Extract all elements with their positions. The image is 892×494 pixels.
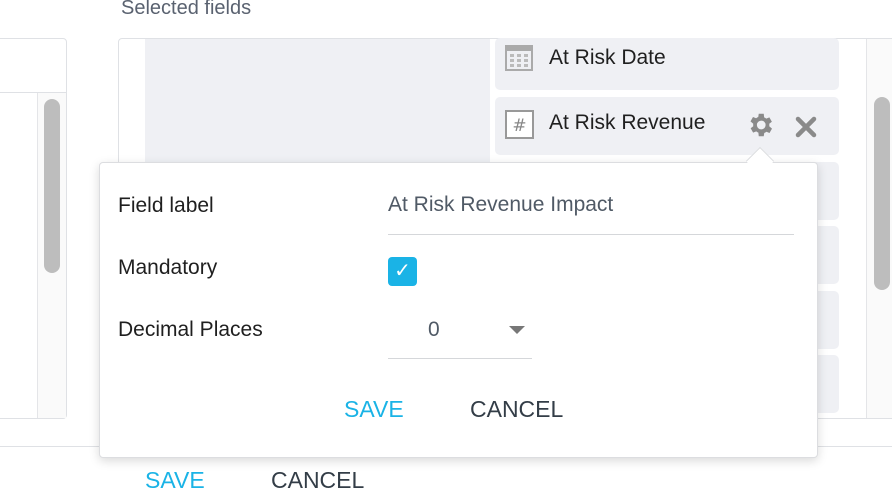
- footer-save-button[interactable]: SAVE: [145, 467, 205, 493]
- decimal-places-label: Decimal Places: [118, 318, 263, 341]
- mandatory-label: Mandatory: [118, 256, 218, 279]
- field-chip-label: At Risk Date: [549, 46, 666, 69]
- select-underline: [388, 358, 532, 359]
- close-icon[interactable]: [794, 115, 818, 139]
- field-chip-at-risk-date[interactable]: At Risk Date: [495, 38, 839, 90]
- calendar-icon: [505, 45, 533, 71]
- number-icon: #: [505, 110, 534, 139]
- decimal-places-select[interactable]: 0: [428, 318, 440, 341]
- gear-icon[interactable]: [745, 110, 775, 140]
- popover-save-button[interactable]: SAVE: [344, 396, 404, 422]
- footer-cancel-button[interactable]: CANCEL: [271, 467, 365, 493]
- popover-cancel-button[interactable]: CANCEL: [470, 396, 564, 422]
- field-settings-popover: [99, 162, 818, 458]
- left-scrollbar-thumb[interactable]: [44, 99, 60, 273]
- mandatory-checkbox[interactable]: ✓: [388, 257, 417, 286]
- divider: [0, 92, 66, 93]
- svg-text:#: #: [512, 116, 526, 136]
- selected-fields-title: Selected fields: [121, 0, 252, 19]
- input-underline: [388, 234, 794, 235]
- field-chip-label: At Risk Revenue: [549, 111, 706, 134]
- field-label-input[interactable]: At Risk Revenue Impact: [388, 193, 614, 216]
- field-label-label: Field label: [118, 194, 214, 217]
- chevron-down-icon[interactable]: [509, 326, 525, 334]
- checkmark-icon: ✓: [394, 260, 411, 282]
- field-chip-at-risk-revenue[interactable]: # At Risk Revenue: [495, 97, 839, 155]
- right-scrollbar-thumb[interactable]: [874, 97, 890, 290]
